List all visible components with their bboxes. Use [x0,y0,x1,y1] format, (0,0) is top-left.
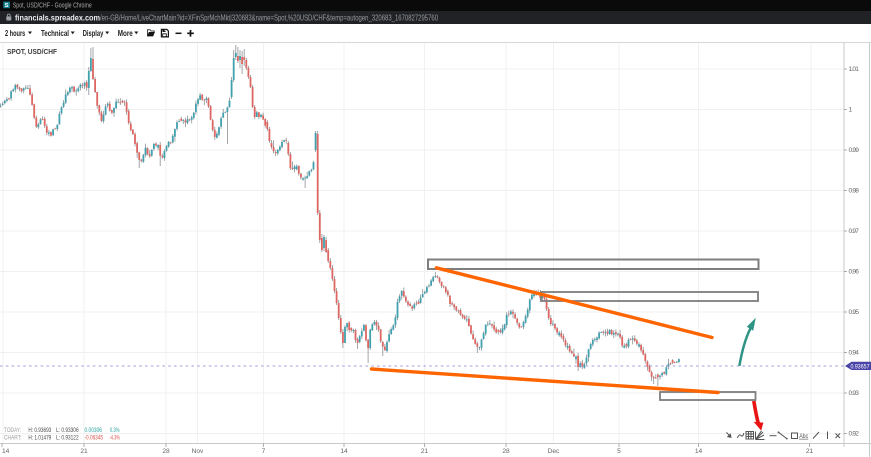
svg-text:0.00306: 0.00306 [85,427,103,434]
svg-text:2 hours: 2 hours [5,29,26,38]
svg-text:0.93: 0.93 [849,390,860,397]
svg-text:0.97: 0.97 [849,228,860,235]
svg-text:0.98: 0.98 [849,188,860,195]
svg-text:Dec: Dec [548,448,560,455]
svg-text:0.94: 0.94 [849,350,860,357]
svg-text:S: S [5,3,9,9]
svg-text:21: 21 [421,448,429,455]
svg-text:14: 14 [695,448,703,455]
svg-text:28: 28 [502,448,510,455]
svg-text:28: 28 [162,448,170,455]
svg-text:/en-GB/Home/LiveChartMain?id=X: /en-GB/Home/LiveChartMain?id=XFinSprMchM… [100,13,438,22]
svg-text:14: 14 [2,448,10,455]
svg-text:Display: Display [83,29,104,38]
svg-text:Abc: Abc [799,433,808,440]
svg-text:SPOT, USD/CHF: SPOT, USD/CHF [7,47,57,56]
svg-text:0.92: 0.92 [849,431,860,438]
svg-text:CHART:: CHART: [4,434,22,441]
svg-text:More: More [118,29,133,38]
svg-text:0.95: 0.95 [849,309,860,316]
svg-text:Technical: Technical [41,29,69,38]
svg-text:7: 7 [262,448,266,455]
svg-text:5: 5 [617,448,621,455]
svg-text:H: 1.01479: H: 1.01479 [28,434,51,441]
svg-text:Spot, USD/CHF - Google Chrome: Spot, USD/CHF - Google Chrome [13,0,92,9]
svg-text:-4.3%: -4.3% [109,434,120,441]
svg-text:21: 21 [806,448,814,455]
svg-text:1.01: 1.01 [849,66,860,73]
svg-text:-0.06345: -0.06345 [85,434,104,441]
svg-text:0.99: 0.99 [849,147,860,154]
svg-text:0.96: 0.96 [849,269,860,276]
svg-text:L: 0.93306: L: 0.93306 [56,427,79,434]
svg-text:financials.spreadex.com: financials.spreadex.com [15,13,100,22]
svg-text:21: 21 [80,448,88,455]
svg-text:Nov: Nov [192,448,204,455]
svg-text:H: 0.93693: H: 0.93693 [28,427,51,434]
svg-text:14: 14 [340,448,348,455]
svg-text:TODAY:: TODAY: [4,427,21,434]
svg-text:0.3%: 0.3% [110,427,120,434]
svg-text:L: 0.93122: L: 0.93122 [56,434,79,441]
svg-text:1: 1 [849,107,853,114]
svg-text:0.93657: 0.93657 [851,363,870,370]
